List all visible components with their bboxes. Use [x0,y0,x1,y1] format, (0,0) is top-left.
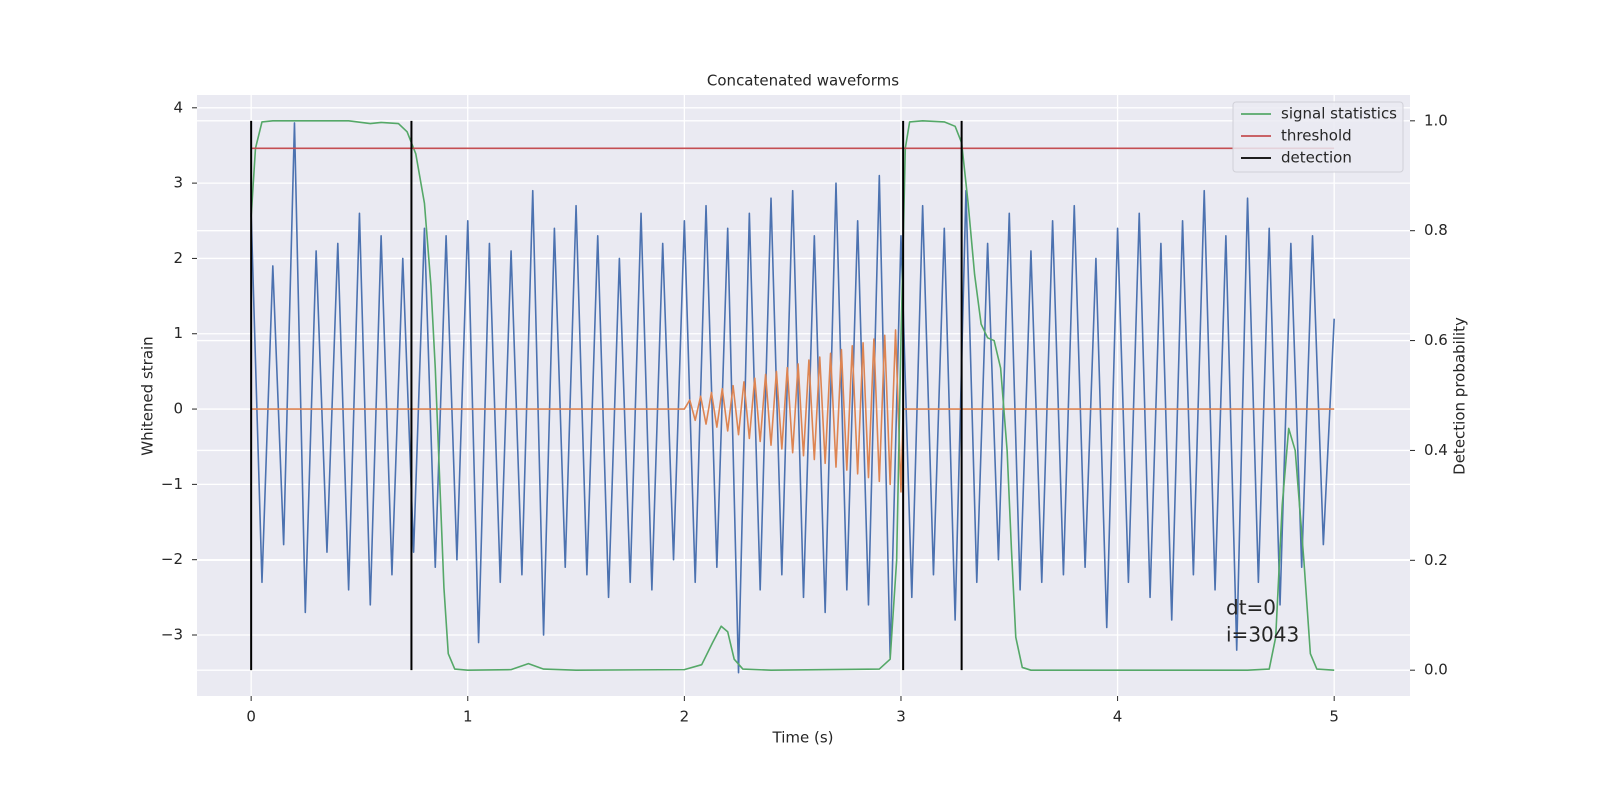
y2-axis-label: Detection probability [1451,317,1469,475]
annotation: i=3043 [1226,623,1299,647]
y-tick-label: −3 [161,625,183,643]
x-axis-label: Time (s) [772,729,834,747]
y-tick-label: −2 [161,550,183,568]
x-tick-label: 0 [246,708,256,726]
y-tick-label: 0 [173,400,183,418]
x-tick-label: 1 [463,708,473,726]
y2-tick-label: 0.0 [1424,661,1448,679]
legend-box [1232,101,1404,173]
y2-tick-label: 0.8 [1424,221,1448,239]
x-tick-label: 5 [1329,708,1339,726]
y-tick-label: 3 [173,174,183,192]
line-series [250,122,1335,674]
y2-tick-label: 1.0 [1424,111,1448,129]
y-tick-label: 2 [173,249,183,267]
y2-tick-label: 0.6 [1424,331,1448,349]
x-tick-label: 4 [1113,708,1123,726]
legend-label: signal statistics [1281,105,1397,123]
x-tick-label: 2 [680,708,690,726]
line-series [250,120,1335,671]
chart-title: Concatenated waveforms [707,72,899,90]
y2-tick-label: 0.4 [1424,441,1448,459]
y-axis-label: Whitened strain [139,336,157,455]
y-tick-label: 4 [173,98,183,116]
legend-label: threshold [1281,127,1352,145]
legend-label: detection [1281,149,1352,167]
y-tick-label: 1 [173,324,183,342]
y-tick-label: −1 [161,475,183,493]
x-tick-label: 3 [896,708,906,726]
annotation: dt=0 [1226,596,1276,620]
y2-tick-label: 0.2 [1424,551,1448,569]
line-series [251,329,1335,493]
